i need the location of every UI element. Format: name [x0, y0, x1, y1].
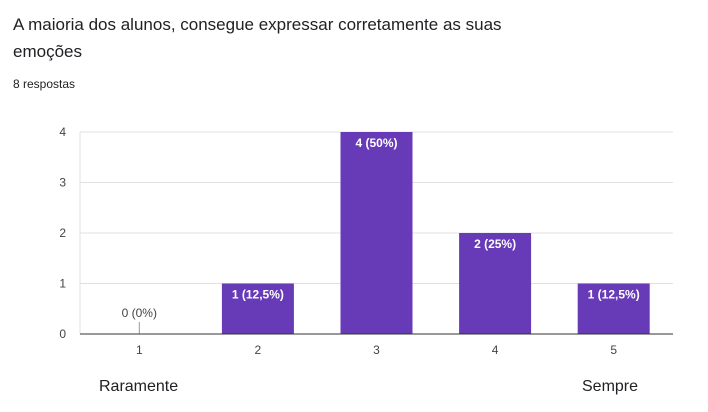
- question-title: A maioria dos alunos, consegue expressar…: [13, 15, 502, 61]
- x-tick-label: 3: [373, 343, 380, 357]
- scale-high-label: Sempre: [582, 378, 639, 395]
- bar-chart-svg: 0 1 2 3 4 0 (0%) 1 1 (12,5%) 2 4 (50%) 3 2 (25%) 4 1 …: [59, 125, 673, 357]
- y-tick-label: 0: [59, 327, 66, 341]
- x-tick-label: 2: [255, 343, 262, 357]
- bar-data-label: 1 (12,5%): [232, 288, 284, 302]
- y-tick-label: 2: [59, 226, 66, 240]
- y-tick-label: 3: [59, 176, 66, 190]
- x-tick-label: 4: [492, 343, 499, 357]
- bar-data-label: 2 (25%): [474, 237, 516, 251]
- bar: [340, 132, 413, 334]
- bar-data-label: 1 (12,5%): [588, 288, 640, 302]
- x-tick-label: 5: [610, 343, 617, 357]
- bar-data-label: 4 (50%): [355, 136, 397, 150]
- bar: [459, 233, 532, 334]
- bar-chart: 0 1 2 3 4 0 (0%) 1 1 (12,5%) 2 4 (50%) 3 2 (25%) 4 1 …: [0, 100, 708, 412]
- y-tick-label: 4: [59, 125, 66, 139]
- bar-data-label: 0 (0%): [122, 306, 157, 320]
- response-count: 8 respostas: [13, 77, 76, 91]
- y-tick-label: 1: [59, 277, 66, 291]
- scale-low-label: Raramente: [99, 378, 179, 395]
- bar: [577, 283, 650, 334]
- bar: [221, 283, 294, 334]
- x-tick-label: 1: [136, 343, 143, 357]
